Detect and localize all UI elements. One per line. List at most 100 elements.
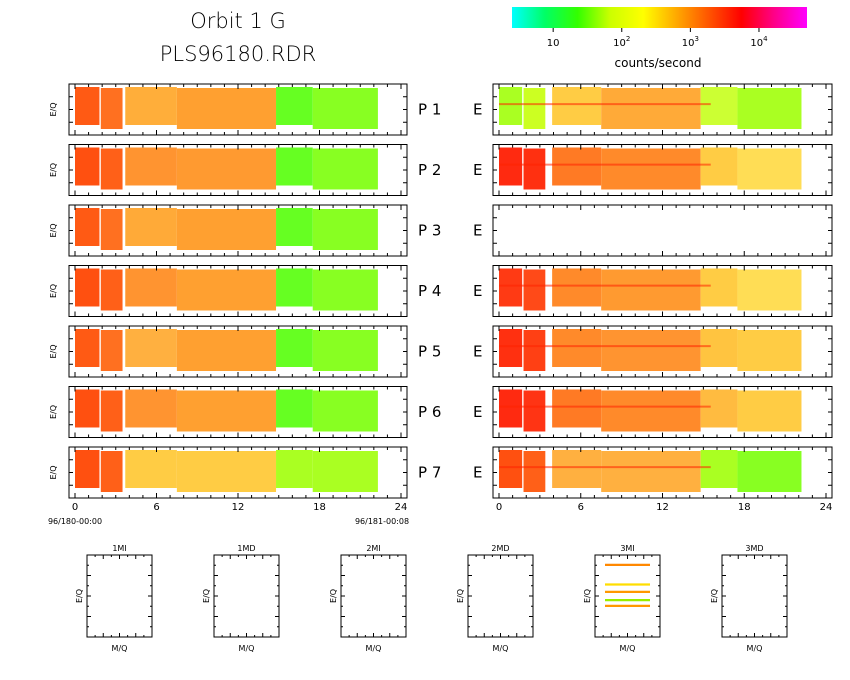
mass-panel-frame: [467, 554, 534, 638]
heat-segment: [700, 450, 738, 488]
colorbar-gradient: [512, 7, 807, 28]
heat-segment: [276, 87, 313, 125]
heat-segment: [552, 389, 602, 428]
heat-segment: [737, 88, 802, 129]
panel-p5: E/Q P 5: [49, 325, 441, 378]
panel-label: P 5: [418, 343, 441, 361]
heat-segment: [75, 450, 100, 488]
mass-panel-title: 3MD: [745, 544, 763, 553]
x-tick-label: 0: [72, 502, 78, 513]
heat-segment: [176, 209, 277, 250]
mass-panel-3md: 3MD E/Q M/Q: [710, 544, 788, 653]
mass-x-label: M/Q: [620, 644, 636, 653]
heat-segment: [700, 147, 738, 186]
heat-segment: [523, 88, 546, 129]
colorbar-label: counts/second: [615, 56, 702, 70]
page-title: Orbit 1 G: [190, 9, 286, 33]
heat-segment: [523, 330, 546, 371]
x-end-label: 96/181-00:08: [355, 517, 409, 526]
panel-e2: E: [473, 144, 833, 196]
heat-segment: [552, 329, 602, 367]
heat-segment: [523, 269, 546, 311]
mass-panel-frame: [721, 554, 788, 638]
heat-segment: [312, 390, 378, 432]
mass-panels: 1MI E/Q M/Q 1MD E/Q M/Q 2MI E/Q M/Q 2MD E/Q M/Q 3MI E…: [75, 544, 788, 653]
mass-panel-frame: [340, 554, 407, 638]
heat-segment: [75, 268, 100, 307]
heat-segment: [499, 389, 523, 428]
heat-segment: [125, 147, 177, 186]
x-tick-label: 24: [395, 502, 408, 513]
heat-segment: [312, 148, 378, 190]
heat-segment: [100, 88, 123, 129]
panel-e3: E: [473, 204, 833, 257]
heat-segment: [499, 450, 523, 488]
heat-segment: [100, 209, 123, 250]
heat-segment: [601, 269, 701, 311]
mass-panel-frame: [594, 554, 661, 638]
heat-segment: [125, 389, 177, 428]
panel-label: E: [473, 464, 482, 482]
x-tick-label: 12: [656, 502, 669, 513]
heat-segment: [312, 269, 378, 311]
panel-label: E: [473, 343, 482, 361]
heat-segment: [75, 147, 100, 186]
heat-segment: [601, 330, 701, 371]
panel-e7: E: [473, 446, 833, 499]
heat-segment: [276, 329, 313, 367]
heat-segment: [552, 147, 602, 186]
x-tick-label: 24: [820, 502, 833, 513]
heat-segment: [499, 147, 523, 186]
mass-x-label: M/Q: [112, 644, 128, 653]
mass-x-label: M/Q: [366, 644, 382, 653]
panel-p3: E/Q P 3: [49, 204, 441, 257]
mass-x-label: M/Q: [493, 644, 509, 653]
heat-segment: [737, 148, 802, 190]
heat-segment: [737, 330, 802, 371]
panel-label: E: [473, 161, 482, 179]
mass-panel-1md: 1MD E/Q M/Q: [202, 544, 280, 653]
mass-panel-2md: 2MD E/Q M/Q: [456, 544, 534, 653]
heat-segment: [312, 330, 378, 371]
y-axis-label: E/Q: [49, 284, 58, 298]
panel-label: P 1: [418, 101, 441, 119]
heat-segment: [276, 147, 313, 186]
heat-segment: [276, 268, 313, 307]
heat-segment: [499, 268, 523, 307]
y-axis-label: E/Q: [49, 465, 58, 479]
mass-y-label: E/Q: [329, 589, 338, 603]
heat-segment: [523, 390, 546, 432]
heat-segment: [312, 88, 378, 129]
heat-segment: [125, 87, 177, 125]
mass-panel-title: 1MI: [112, 544, 126, 553]
heat-segment: [312, 209, 378, 250]
mass-x-label: M/Q: [747, 644, 763, 653]
heat-segment: [125, 208, 177, 246]
heat-segment: [276, 208, 313, 246]
mass-panel-frame: [86, 554, 153, 638]
panel-p1: E/Q P 1: [49, 83, 441, 136]
mass-y-label: E/Q: [583, 589, 592, 603]
mass-y-label: E/Q: [75, 589, 84, 603]
heat-segment: [737, 390, 802, 432]
heat-segment: [523, 148, 546, 190]
x-start-label: 96/180-00:00: [48, 517, 102, 526]
heat-segment: [700, 329, 738, 367]
heat-segment: [552, 268, 602, 307]
colorbar-tick-label: 10: [547, 38, 560, 49]
heat-segment: [601, 390, 701, 432]
x-tick-label: 18: [738, 502, 751, 513]
x-tick-label: 6: [578, 502, 584, 513]
heat-segment: [125, 450, 177, 488]
heat-segment: [700, 389, 738, 428]
heat-segment: [737, 451, 802, 492]
mass-panel-title: 3MI: [620, 544, 634, 553]
heat-segment: [499, 87, 523, 125]
panel-label: E: [473, 282, 482, 300]
colorbar-tick-label: 103: [682, 35, 699, 49]
heat-segment: [125, 268, 177, 307]
y-axis-label: E/Q: [49, 102, 58, 116]
colorbar-tick-label: 104: [750, 35, 768, 49]
panel-label: E: [473, 222, 482, 240]
panel-p4: E/Q P 4: [49, 265, 441, 317]
